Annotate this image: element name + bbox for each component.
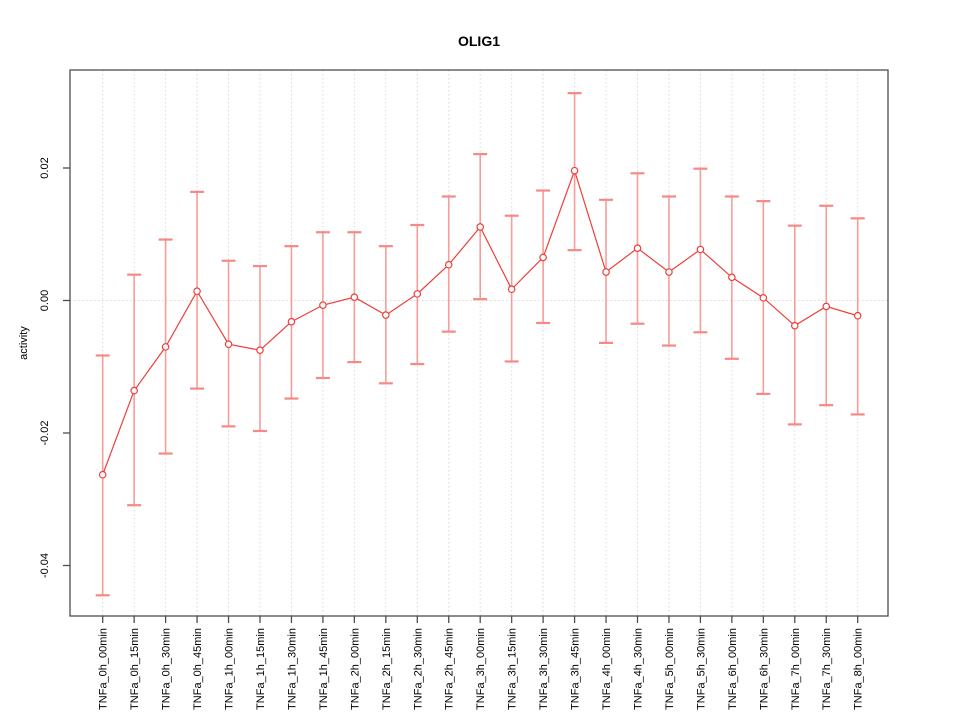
data-point [130,386,138,395]
x-tick-label: TNFa_6h_30min [758,628,770,710]
x-tick-label: TNFa_2h_30min [412,628,424,710]
x-tick-label: TNFa_0h_00min [98,628,110,710]
data-point [665,268,673,276]
error-bars [95,92,865,597]
x-tick-label: TNFa_1h_30min [286,628,298,710]
data-point [570,166,579,175]
y-tick-label: 0.00 [39,290,51,311]
data-point [476,223,485,231]
y-tick-label: 0.02 [39,157,51,178]
data-point [256,346,264,354]
x-tick-label: TNFa_1h_15min [255,628,267,710]
data-point [193,287,201,296]
data-point [444,260,453,269]
x-tick-labels: TNFa_0h_00min TNFa_0h_15min TNFa_0h_30min T… [98,628,865,710]
x-tick-label: TNFa_2h_45min [444,628,456,710]
y-tick-label: -0.04 [39,553,51,578]
x-tick-label: TNFa_3h_00min [475,628,487,710]
x-tick-label: TNFa_3h_15min [507,628,519,710]
x-tick-label: TNFa_2h_15min [381,628,393,710]
data-point [224,340,233,349]
data-point [98,470,107,479]
data-point [507,285,516,294]
data-point [319,301,327,309]
x-tick-label: TNFa_5h_30min [695,628,707,710]
data-point [853,311,862,320]
x-tick-label: TNFa_0h_30min [161,628,173,710]
data-point [287,317,296,326]
x-tick-label: TNFa_2h_00min [349,628,361,710]
x-tick-label: TNFa_4h_30min [632,628,644,710]
data-point [350,293,359,301]
x-tick-label: TNFa_7h_00min [790,628,802,710]
data-point [728,273,736,282]
y-tick-labels: 0.02 0.00 -0.02 -0.04 [39,157,51,578]
data-point [413,290,422,298]
data-point [790,321,799,330]
data-point [602,268,610,276]
data-point [382,311,390,319]
data-point [759,294,768,302]
gridlines [70,70,888,616]
chart-title: OLIG1 [458,33,500,49]
data-point [696,245,705,254]
x-tick-label: TNFa_6h_00min [727,628,739,710]
x-tick-label: TNFa_1h_00min [224,628,236,710]
plot-box [69,69,889,617]
data-point [822,302,831,311]
x-tick-label: TNFa_0h_15min [129,628,141,710]
data-points [98,166,862,479]
x-tick-label: TNFa_5h_00min [664,628,676,710]
data-point [633,244,642,252]
x-tick-label: TNFa_3h_30min [538,628,550,710]
axes [63,69,889,623]
x-tick-label: TNFa_8h_00min [853,628,865,710]
y-tick-label: -0.02 [39,420,51,445]
x-tick-label: TNFa_1h_45min [318,628,330,710]
data-point [539,253,547,262]
x-tick-label: TNFa_3h_45min [570,628,582,710]
data-point [161,343,170,351]
x-tick-label: TNFa_7h_30min [821,628,833,710]
x-tick-label: TNFa_0h_45min [192,628,204,710]
y-axis-label: activity [18,326,30,360]
x-tick-label: TNFa_4h_00min [601,628,613,710]
